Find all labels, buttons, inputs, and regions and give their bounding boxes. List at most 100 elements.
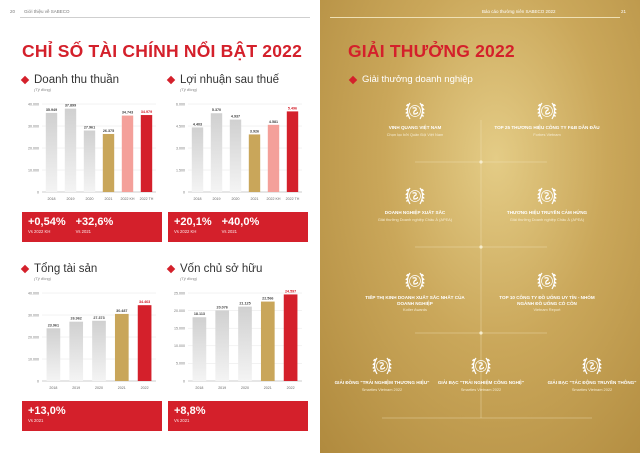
bar-value-label: 4.937: [231, 115, 240, 119]
laurel-award-icon: [579, 355, 605, 377]
award-name: GIẢI ĐỒNG "TRẢI NGHIỆM THƯƠNG HIỆU": [334, 380, 430, 385]
y-tick-label: 4.500: [176, 124, 185, 128]
laurel-award-icon: [402, 185, 428, 207]
bar: [192, 317, 207, 381]
bar-value-label: 5.496: [288, 106, 297, 110]
stat-label: Vs 2021: [75, 229, 91, 234]
y-tick-label: 0: [37, 190, 39, 194]
bar-value-label: 20.076: [217, 305, 228, 309]
x-tick-label: 2019: [213, 197, 221, 201]
x-tick-label: 2019: [67, 197, 75, 201]
x-tick-label: 2018: [195, 386, 203, 390]
y-tick-label: 30.000: [28, 124, 39, 128]
diamond-bullet-icon: [20, 264, 30, 274]
y-tick-label: 3.000: [176, 146, 185, 150]
bar: [69, 321, 84, 381]
bar-value-label: 37.899: [65, 104, 76, 108]
y-tick-label: 1.500: [176, 168, 185, 172]
y-tick-label: 20.000: [174, 309, 185, 313]
award-source: Vietnam Report: [533, 307, 561, 313]
y-tick-label: 40.000: [28, 102, 39, 106]
award-source: Smarties Vietnam 2022: [361, 386, 403, 392]
report-name: Báo cáo thường niên SABECO 2022: [482, 9, 556, 14]
y-tick-label: 5.000: [176, 362, 185, 366]
y-tick-label: 10.000: [28, 357, 39, 361]
panel-title: Lợi nhuận sau thuế: [180, 74, 279, 86]
y-tick-label: 10.000: [28, 168, 39, 172]
laurel-award-icon: [402, 100, 428, 122]
bar: [92, 320, 106, 381]
x-tick-label: 2022 TH: [140, 197, 154, 201]
equity-chart: 0 5.000 10.000 15.000 20.000 25.000 18.113 2018…: [174, 289, 302, 390]
right-page-number: 21: [621, 9, 627, 14]
laurel-award-icon: [534, 270, 560, 292]
award-item: THƯƠNG HIỆU TRUYỀN CẢM HỨNG Giải thưởng D…: [492, 210, 602, 222]
panel-unit: (Tỷ đồng): [34, 87, 52, 92]
bar-value-label: 21.125: [239, 302, 250, 306]
diamond-bullet-icon: [166, 264, 176, 274]
awards-title: GIẢI THƯỞNG 2022: [348, 41, 515, 61]
award-item: TOP 10 CÔNG TY ĐỒ UỐNG UY TÍN - NHÓM NGÀ…: [492, 295, 602, 312]
laurel-award-icon: [534, 100, 560, 122]
bar-value-label: 22.566: [262, 297, 273, 301]
award-name: GIẢI BẠC "TÁC ĐỘNG TRUYỀN THÔNG": [547, 380, 637, 385]
y-tick-label: 40.000: [28, 291, 39, 295]
award-source: Kotler Awards: [403, 307, 427, 313]
y-tick-label: 0: [37, 379, 39, 383]
award-source: Smarties Vietnam 2022: [460, 386, 502, 392]
award-item: GIẢI BẠC "TÁC ĐỘNG TRUYỀN THÔNG" Smarties…: [537, 380, 640, 392]
stat-label: Vs 2021: [221, 229, 237, 234]
x-tick-label: 2021: [105, 197, 113, 201]
award-name: GIẢI BẠC "TRẢI NGHIỆM CÔNG NGHỆ": [437, 380, 525, 385]
bar-value-label: 4.581: [269, 120, 278, 124]
panel-title: Tổng tài sản: [34, 263, 98, 275]
awards-subtitle-text: Giải thưởng doanh nghiệp: [362, 74, 473, 85]
panel-total-assets: Tổng tài sản (Tỷ đồng) 0 10.000 20.000 30.0…: [20, 263, 162, 433]
bar: [283, 294, 298, 381]
bar-value-label: 27.961: [84, 125, 95, 129]
bar: [248, 134, 261, 192]
x-tick-label: 2019: [72, 386, 80, 390]
y-tick-label: 15.000: [174, 327, 185, 331]
bar-value-label: 34.743: [122, 111, 133, 115]
x-tick-label: 2020: [241, 386, 249, 390]
award-name: THƯƠNG HIỆU TRUYỀN CẢM HỨNG: [506, 210, 588, 215]
x-tick-label: 2020: [86, 197, 94, 201]
y-tick-label: 25.000: [174, 291, 185, 295]
bar-value-label: 3.926: [250, 129, 259, 133]
bar: [83, 130, 96, 192]
laurel-award-icon: [369, 355, 395, 377]
left-page-number: 20: [10, 9, 16, 14]
bar: [215, 310, 230, 381]
x-tick-label: 2022 KH: [121, 197, 135, 201]
award-source: Smarties Vietnam 2022: [571, 386, 613, 392]
bar-value-label: 23.961: [48, 323, 59, 327]
y-tick-label: 0: [183, 190, 185, 194]
y-tick-label: 10.000: [174, 344, 185, 348]
laurel-award-icon: [534, 185, 560, 207]
stat-box: +20,1% Vs 2022 KH +40,0% Vs 2021: [168, 212, 308, 242]
x-tick-label: 2019: [218, 386, 226, 390]
stat-value: +20,1%: [174, 216, 212, 228]
bar-value-label: 35.949: [46, 108, 57, 112]
y-tick-label: 20.000: [28, 146, 39, 150]
left-page: 20 Giới thiệu về SABECO CHỈ SỐ TÀI CHÍNH…: [10, 9, 310, 433]
stat-box: +0,54% Vs 2022 KH +32,6% Vs 2021: [22, 212, 162, 242]
stat-value: +8,8%: [174, 405, 206, 417]
award-source: Giải thưởng Doanh nghiệp Châu Á (APEA): [509, 216, 585, 222]
panel-title: Doanh thu thuần: [34, 74, 120, 86]
bar: [64, 108, 77, 192]
award-item: VINH QUANG VIỆT NAM Chọn lọc bởi Quân Đội…: [360, 125, 470, 137]
stat-value: +40,0%: [221, 216, 260, 228]
panel-unit: (Tỷ đồng): [180, 276, 198, 281]
stat-value: +32,6%: [75, 216, 114, 228]
bar-value-label: 4.403: [193, 122, 202, 126]
stat-label: Vs 2022 KH: [28, 229, 51, 234]
panel-unit: (Tỷ đồng): [180, 87, 198, 92]
panel-unit: (Tỷ đồng): [34, 276, 52, 281]
bar: [238, 306, 252, 381]
panel-title: Vốn chủ sở hữu: [180, 263, 263, 275]
bar: [229, 119, 242, 192]
stat-value: +0,54%: [28, 216, 66, 228]
bar-value-label: 26.375: [103, 129, 114, 133]
